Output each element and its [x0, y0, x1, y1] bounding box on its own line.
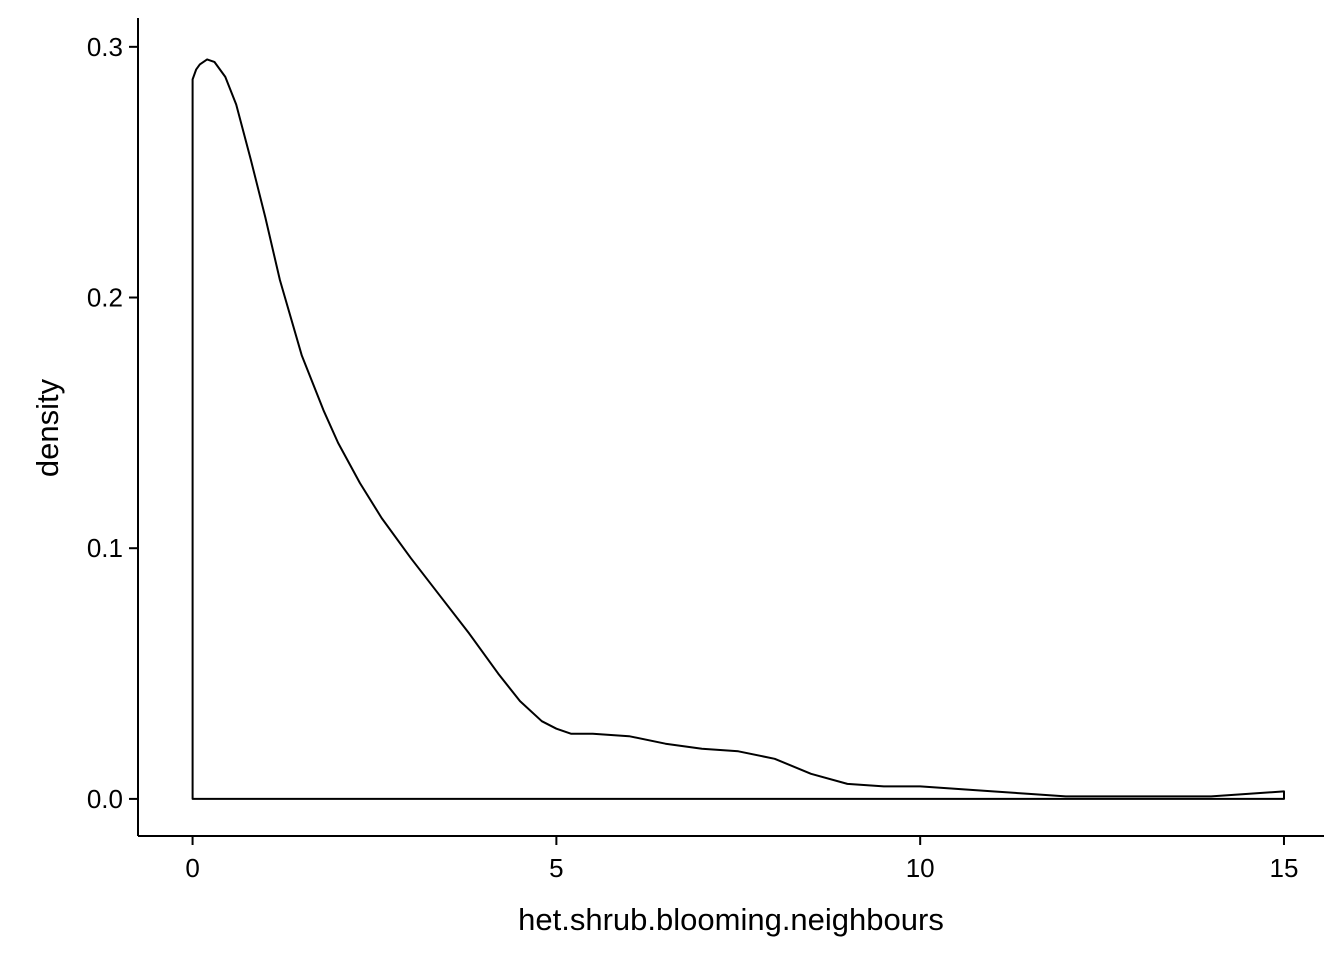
y-tick-label: 0.0 [87, 784, 123, 814]
x-tick-label: 15 [1270, 853, 1299, 883]
y-tick-label: 0.1 [87, 533, 123, 563]
x-tick-label: 0 [185, 853, 199, 883]
axes: 0 5 10 15 0.0 0.1 0.2 0.3 [87, 18, 1324, 883]
y-axis-title: density [30, 378, 65, 477]
plot-area [191, 58, 1285, 800]
density-curve [191, 58, 1285, 800]
x-tick-label: 5 [549, 853, 563, 883]
x-tick-label: 10 [906, 853, 935, 883]
y-tick-label: 0.3 [87, 32, 123, 62]
y-tick-label: 0.2 [87, 283, 123, 313]
x-axis-title: het.shrub.blooming.neighbours [518, 902, 944, 937]
